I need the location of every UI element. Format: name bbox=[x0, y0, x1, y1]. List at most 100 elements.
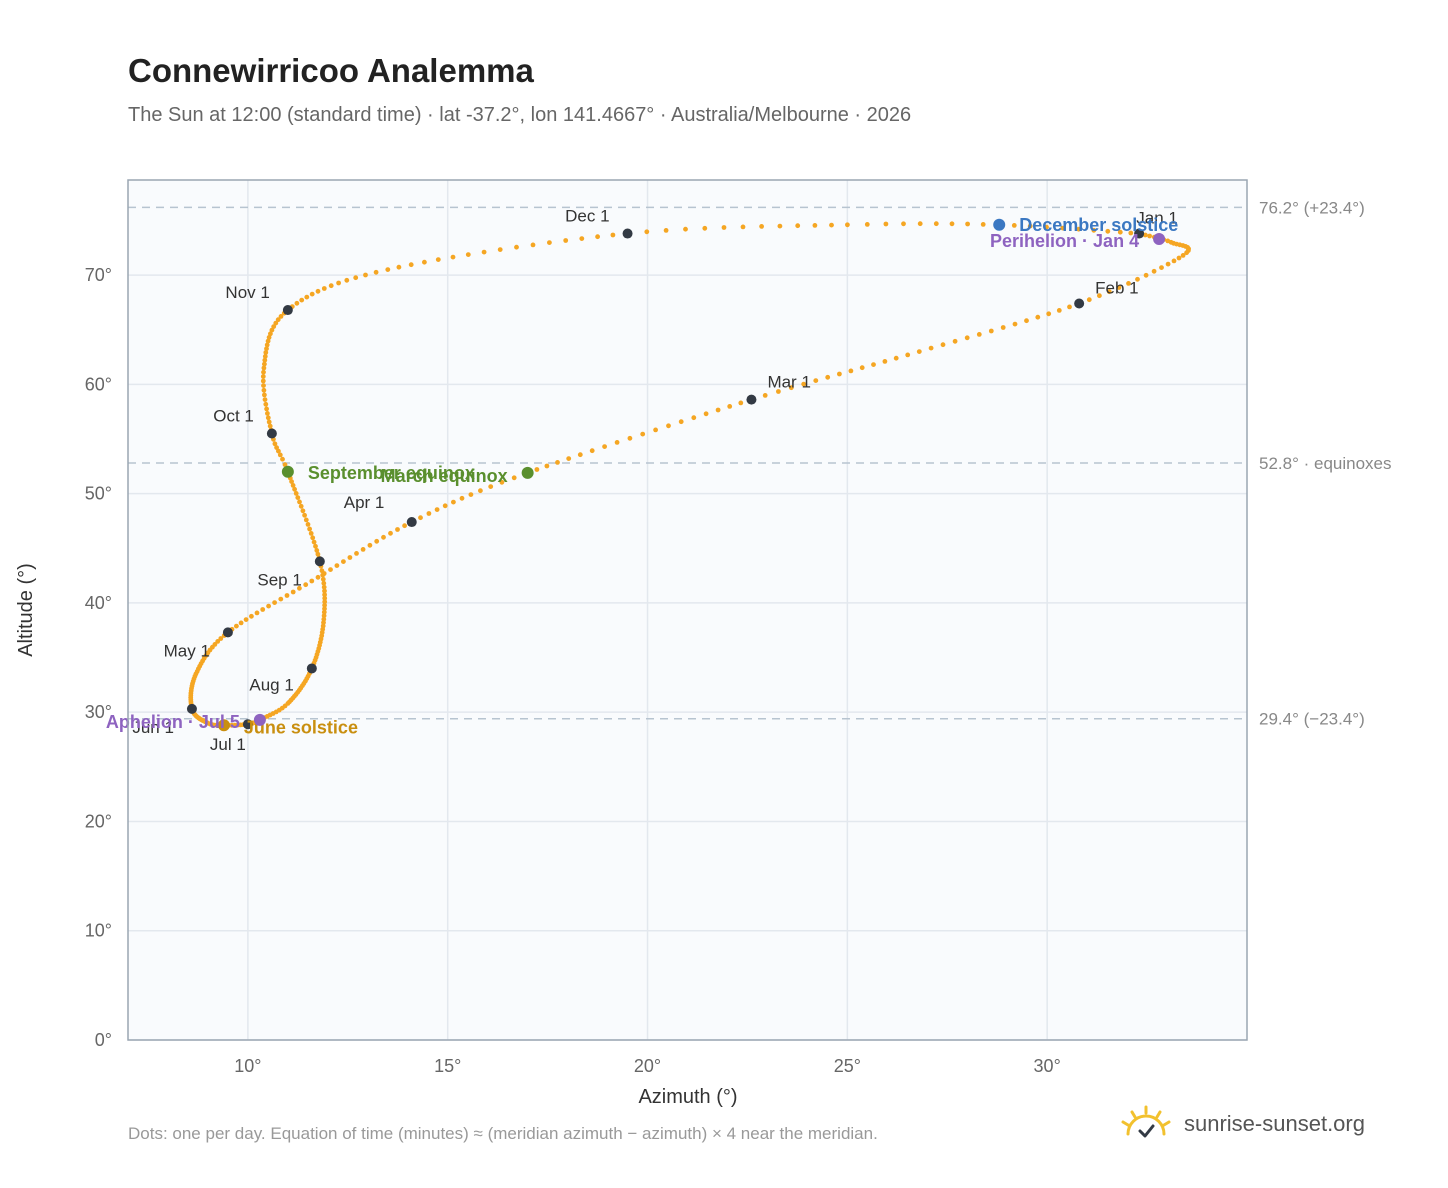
brand-logo[interactable]: sunrise-sunset.org bbox=[1118, 1100, 1365, 1148]
sun-icon bbox=[1121, 1105, 1171, 1138]
y-tick-label: 10° bbox=[85, 921, 112, 941]
y-tick-label: 40° bbox=[85, 593, 112, 613]
daily-dot bbox=[260, 607, 266, 612]
daily-dot bbox=[721, 225, 727, 230]
daily-dot bbox=[813, 378, 819, 383]
daily-dot bbox=[1117, 229, 1123, 235]
daily-dot bbox=[402, 523, 407, 529]
daily-dot bbox=[859, 365, 865, 371]
chart-subtitle: The Sun at 12:00 (standard time) · lat -… bbox=[128, 104, 912, 126]
daily-dot bbox=[328, 283, 334, 289]
event-marker bbox=[281, 465, 294, 478]
daily-dot bbox=[848, 368, 854, 374]
daily-dot bbox=[1151, 268, 1157, 274]
daily-dot bbox=[322, 595, 328, 601]
daily-dot bbox=[321, 609, 327, 615]
daily-dot bbox=[589, 448, 595, 454]
daily-dot bbox=[313, 543, 318, 549]
daily-dot bbox=[488, 484, 494, 489]
daily-dot bbox=[595, 234, 600, 240]
daily-dot bbox=[315, 288, 321, 294]
daily-dot bbox=[341, 559, 346, 564]
daily-dot bbox=[940, 342, 946, 348]
daily-dot bbox=[481, 249, 487, 255]
daily-dot bbox=[418, 515, 423, 521]
month-label: Dec 1 bbox=[565, 207, 609, 226]
daily-dot bbox=[1012, 321, 1018, 327]
daily-dot bbox=[238, 620, 244, 626]
month-label: Jul 1 bbox=[210, 735, 246, 754]
x-axis-label: Azimuth (°) bbox=[638, 1086, 737, 1108]
daily-dot bbox=[353, 275, 359, 281]
daily-dot bbox=[1056, 308, 1062, 313]
daily-dot bbox=[1086, 297, 1092, 303]
daily-dot bbox=[1024, 318, 1029, 324]
daily-dot bbox=[268, 331, 273, 337]
daily-dot bbox=[262, 357, 268, 363]
daily-dot bbox=[282, 462, 288, 468]
daily-dot bbox=[579, 236, 585, 242]
daily-dot bbox=[812, 223, 818, 228]
daily-dot bbox=[277, 452, 283, 458]
daily-dot bbox=[640, 431, 646, 437]
daily-dot bbox=[451, 499, 456, 505]
month-marker bbox=[1074, 298, 1085, 309]
daily-dot bbox=[272, 441, 278, 447]
daily-dot bbox=[566, 456, 572, 461]
daily-dot bbox=[762, 393, 768, 398]
month-label: Jan 1 bbox=[1136, 209, 1178, 228]
daily-dot bbox=[278, 596, 284, 602]
x-tick-label: 30° bbox=[1034, 1056, 1061, 1076]
plot-area bbox=[128, 180, 1247, 1040]
daily-dot bbox=[261, 369, 266, 375]
daily-dot bbox=[1060, 225, 1066, 231]
daily-dot bbox=[1091, 227, 1097, 233]
month-marker bbox=[266, 428, 277, 439]
daily-dot bbox=[308, 531, 314, 536]
daily-dot bbox=[1171, 258, 1177, 264]
daily-dot bbox=[273, 320, 279, 326]
daily-dot bbox=[1067, 304, 1072, 310]
daily-dot bbox=[788, 385, 794, 391]
daily-dot bbox=[465, 252, 471, 257]
daily-dot bbox=[691, 415, 697, 421]
daily-dot bbox=[215, 639, 221, 644]
daily-dot bbox=[534, 467, 540, 472]
daily-dot bbox=[1044, 224, 1049, 230]
daily-dot bbox=[837, 371, 842, 377]
daily-dot bbox=[300, 508, 306, 514]
daily-dot bbox=[1046, 311, 1052, 317]
daily-dot bbox=[901, 221, 906, 227]
daily-dot bbox=[544, 463, 550, 469]
daily-dot bbox=[280, 456, 285, 462]
daily-dot bbox=[703, 411, 709, 417]
daily-dot bbox=[322, 606, 327, 612]
daily-dot bbox=[917, 221, 923, 227]
daily-dot bbox=[267, 423, 273, 429]
daily-dot bbox=[1116, 285, 1122, 290]
reference-lines: 76.2° (+23.4°) 52.8° · equinoxes 29.4° (−2… bbox=[128, 198, 1392, 729]
daily-dot bbox=[905, 352, 911, 358]
daily-dot bbox=[988, 328, 994, 334]
chart-title: Connewirricoo Analemma bbox=[128, 52, 534, 89]
daily-dot bbox=[702, 225, 708, 231]
daily-dot bbox=[381, 534, 386, 540]
daily-dot bbox=[980, 222, 986, 227]
daily-dot bbox=[1106, 289, 1112, 295]
daily-dot bbox=[249, 613, 254, 619]
daily-dot bbox=[871, 362, 876, 367]
daily-dot bbox=[320, 576, 326, 582]
event-marker bbox=[217, 719, 230, 732]
brand-text: sunrise-sunset.org bbox=[1184, 1111, 1365, 1136]
month-label: Apr 1 bbox=[344, 493, 385, 512]
daily-dot bbox=[385, 267, 391, 272]
daily-dot bbox=[328, 567, 333, 572]
daily-dot bbox=[1097, 293, 1102, 299]
daily-dot bbox=[530, 242, 536, 248]
daily-dot bbox=[614, 440, 620, 445]
month-label: Sep 1 bbox=[257, 570, 301, 589]
daily-dot bbox=[396, 264, 402, 270]
daily-dot bbox=[305, 522, 311, 527]
event-marker bbox=[521, 466, 534, 479]
daily-dot bbox=[266, 335, 272, 340]
